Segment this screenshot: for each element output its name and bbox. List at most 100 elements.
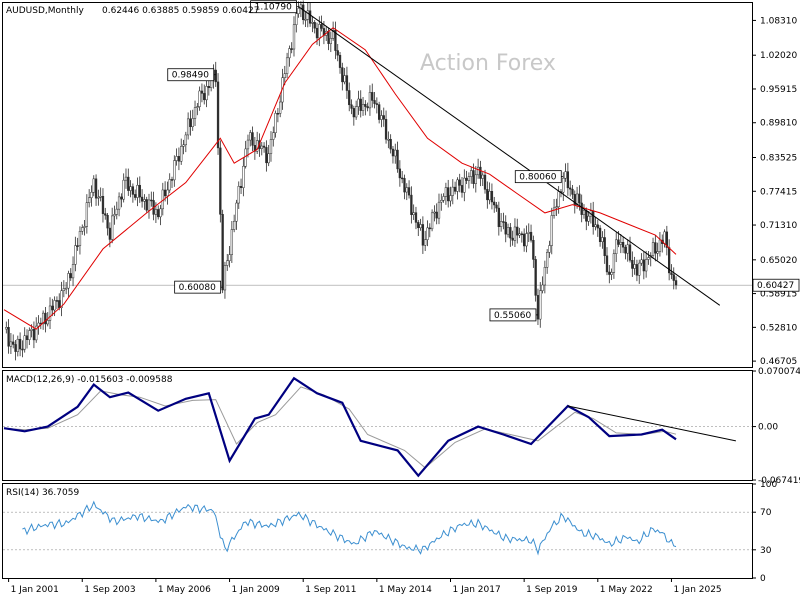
price-tick-label: 0.77415 [760, 187, 797, 197]
rsi-tick-label: 100 [760, 480, 777, 490]
candle-body [506, 227, 510, 235]
candle-body [552, 207, 556, 216]
candle-body [55, 300, 59, 302]
rsi-title: RSI(14) 36.7059 [6, 488, 79, 498]
candle-body [313, 22, 316, 29]
candle-body [444, 187, 448, 197]
candle-body [304, 19, 307, 21]
ohlc-values: 0.62446 0.63885 0.59859 0.60427 [102, 6, 259, 16]
rsi-tick-label: 70 [760, 508, 772, 518]
price-trendline [298, 6, 721, 306]
price-tick-label: 0.46705 [760, 357, 797, 367]
candle-body [290, 48, 293, 50]
candle-body [117, 196, 121, 210]
macd-pane-frame [2, 370, 753, 481]
candle-body [647, 257, 650, 260]
candle-body [292, 24, 296, 50]
candle-body [269, 139, 273, 154]
candle-body [62, 288, 65, 291]
candle-body [467, 176, 471, 181]
candle-body [410, 194, 413, 215]
candle-body [592, 210, 595, 227]
candle-body [272, 132, 275, 140]
candle-body [85, 202, 89, 227]
candle-body [658, 239, 662, 252]
candle-body [534, 259, 537, 296]
candle-body [64, 287, 68, 290]
candle-body [417, 222, 420, 229]
candle-body [433, 211, 436, 214]
candle-body [58, 300, 61, 308]
price-y-axis: 1.08310 1.02020 0.95915 0.89810 0.83525 0.774… [752, 16, 800, 367]
candle-body [297, 8, 300, 14]
candle-body [235, 202, 238, 222]
candle-body [14, 344, 17, 352]
candle-body [419, 224, 422, 229]
candle-body [136, 184, 139, 198]
moving-average-line [3, 27, 677, 330]
candle-body [260, 145, 263, 149]
candle-body [99, 196, 102, 198]
candle-body [359, 98, 362, 111]
candle-body [373, 100, 376, 104]
candle-body [504, 221, 507, 235]
macd-title: MACD(12,26,9) -0.015603 -0.009588 [6, 375, 173, 385]
candle-body [265, 147, 268, 164]
candle-body [426, 227, 429, 240]
candle-body [424, 239, 427, 246]
candle-body [375, 103, 378, 105]
candle-body [203, 93, 206, 101]
candle-body [412, 212, 415, 215]
candle-body [159, 208, 162, 218]
candle-body [223, 265, 227, 291]
candle-body [216, 81, 220, 149]
candle-body [371, 92, 374, 101]
candle-body [106, 214, 109, 229]
candle-body [249, 132, 252, 141]
candle-body [60, 290, 63, 308]
time-tick-label: 1 May 2006 [158, 585, 211, 595]
candle-body [242, 165, 245, 189]
candle-body [221, 214, 224, 291]
candle-body [228, 254, 231, 262]
candle-body [308, 10, 312, 24]
annotation-box [174, 280, 222, 294]
annotation-label: 0.80060 [519, 173, 556, 183]
candle-body [345, 75, 349, 91]
candle-body [336, 50, 339, 56]
candle-body [173, 160, 176, 181]
annotation-box [167, 68, 215, 82]
candle-body [361, 104, 365, 111]
candle-body [481, 174, 484, 179]
candle-body [546, 252, 549, 268]
candle-body [334, 29, 337, 51]
candle-body [274, 113, 277, 133]
candle-body [603, 237, 606, 257]
candle-body [511, 237, 514, 241]
candle-body [163, 189, 167, 197]
candle-body [140, 196, 144, 202]
candle-body [48, 305, 52, 321]
macd-pane: 0.070074 0.00 -0.067419 MACD(12,26,9) -0.0… [2, 367, 800, 486]
candle-body [479, 166, 482, 179]
price-tick-label: 0.58915 [760, 290, 797, 300]
candle-body [145, 199, 148, 211]
rsi-line [22, 500, 677, 556]
candle-body [594, 224, 597, 227]
time-tick-label: 1 Jan 2017 [452, 585, 500, 595]
annotation-label: 0.60080 [179, 283, 216, 293]
candle-body [435, 211, 438, 219]
candle-body [214, 69, 217, 83]
macd-main-line [3, 376, 677, 478]
candle-body [108, 227, 112, 240]
annotation-box [250, 0, 297, 14]
candle-body [380, 115, 383, 120]
candle-body [198, 90, 201, 107]
candle-body [651, 242, 655, 256]
candle-body [104, 213, 107, 216]
price-pane: 1.10790 0.98490 0.60080 0.80060 0.55060 1.08… [2, 0, 800, 368]
annotation-label: 0.98490 [172, 71, 209, 81]
header-label: AUDUSD,Monthly 0.62446 0.63885 0.59859 0… [6, 6, 259, 16]
candle-body [83, 226, 86, 228]
candle-body [398, 168, 402, 179]
